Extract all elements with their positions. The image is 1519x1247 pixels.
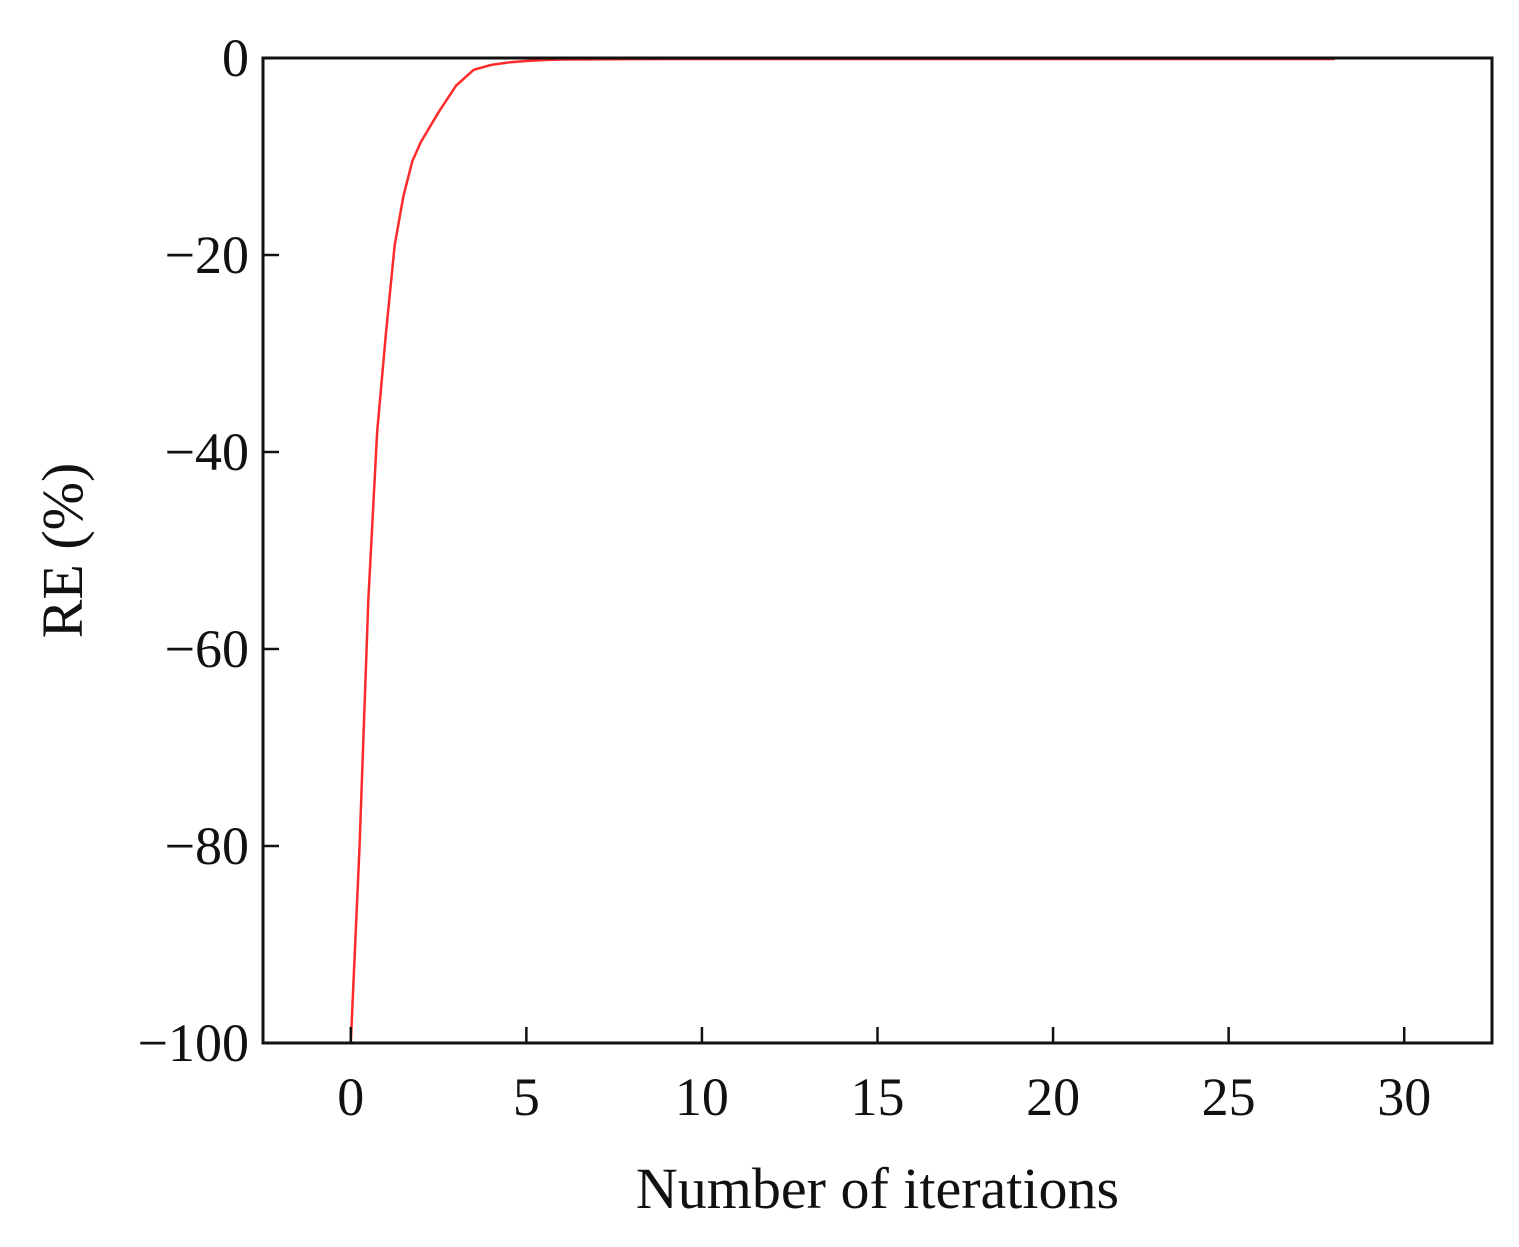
x-tick-label: 25 <box>1202 1067 1256 1127</box>
x-tick-label: 20 <box>1026 1067 1080 1127</box>
x-axis-label: Number of iterations <box>636 1156 1119 1221</box>
y-tick-label: −40 <box>165 422 249 482</box>
y-axis-label: RE (%) <box>30 463 95 639</box>
x-tick-label: 15 <box>851 1067 905 1127</box>
axis-ticks: 0 5 10 15 20 25 30 0 −20 −40 −60 −80 −100 <box>138 28 1432 1127</box>
series-line <box>349 57 1336 1045</box>
series-layer <box>349 57 1336 1045</box>
plot-frame <box>261 56 1494 1045</box>
x-tick-label: 10 <box>675 1067 729 1127</box>
y-tick-label: −20 <box>165 225 249 285</box>
x-tick-label: 30 <box>1377 1067 1431 1127</box>
y-tick-label: −80 <box>165 816 249 876</box>
y-tick-label: −60 <box>165 619 249 679</box>
x-tick-label: 0 <box>337 1067 364 1127</box>
y-tick-label: 0 <box>222 28 249 88</box>
y-tick-label: −100 <box>138 1013 249 1073</box>
x-tick-label: 5 <box>513 1067 540 1127</box>
